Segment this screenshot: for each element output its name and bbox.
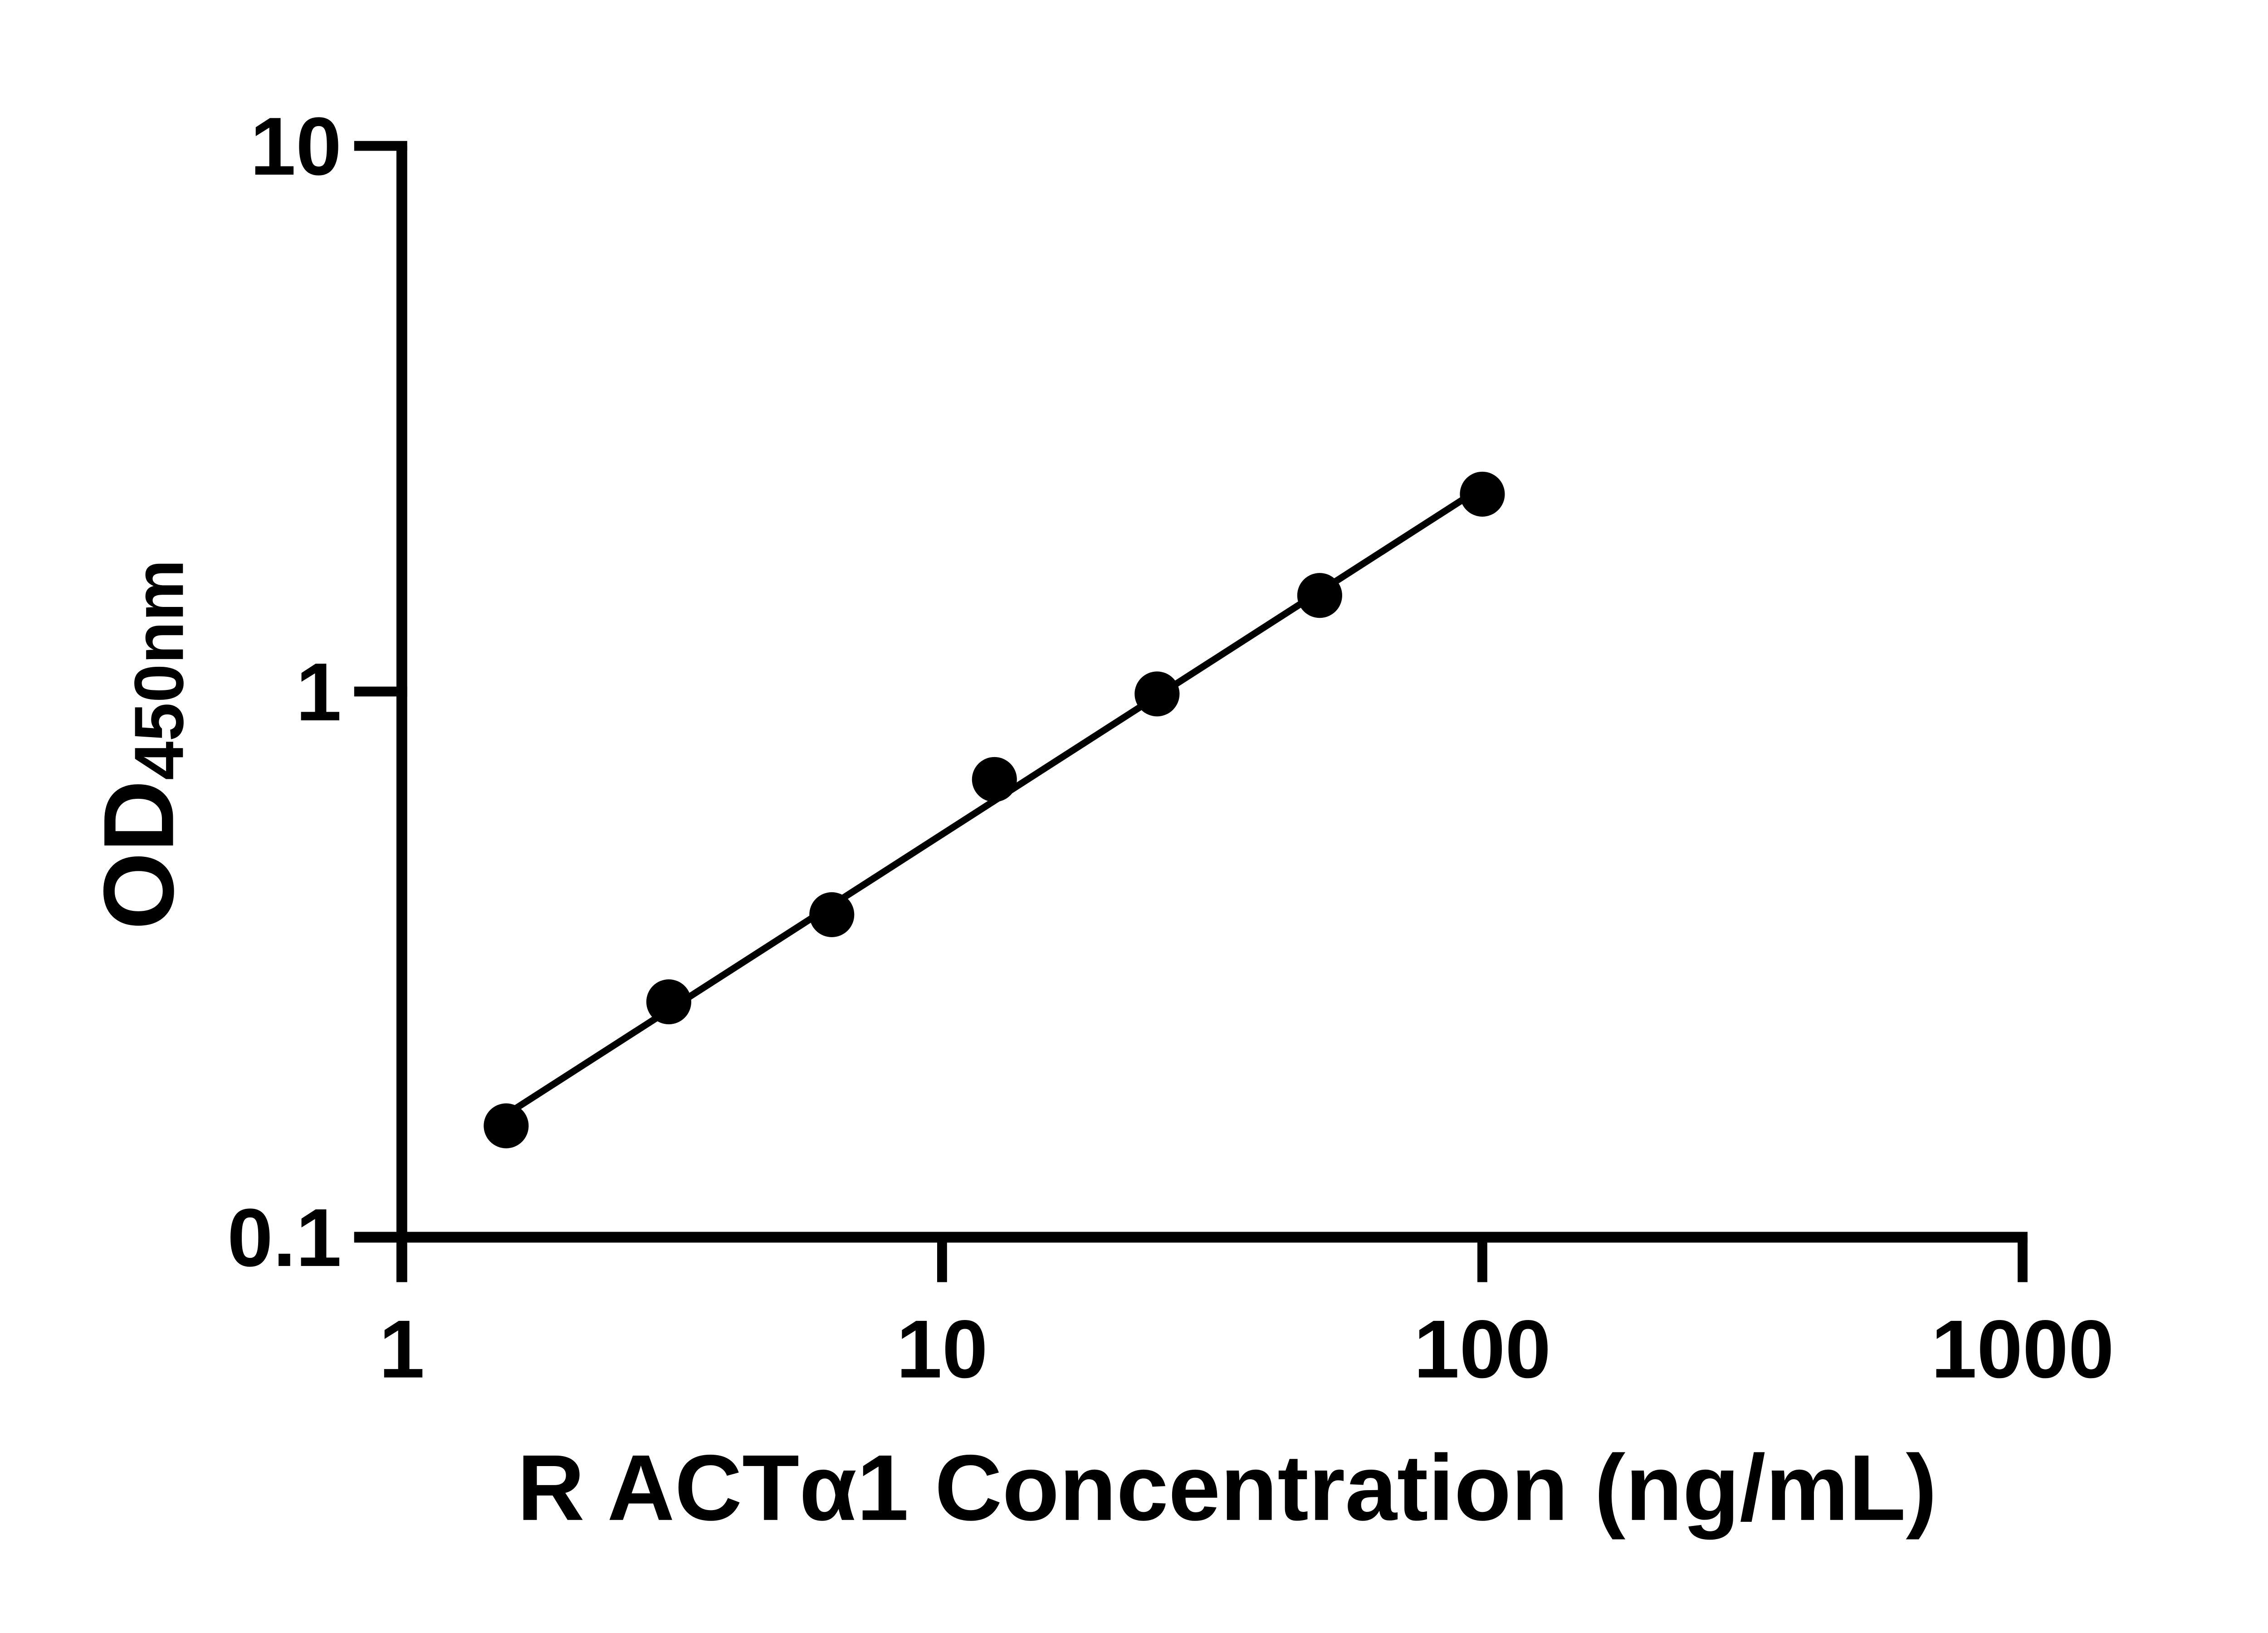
axes-layer (354, 146, 2028, 1282)
x-axis-title: R ACTα1 Concentration (ng/mL) (517, 1435, 1937, 1540)
data-point (972, 757, 1017, 802)
data-point (1134, 671, 1180, 717)
y-tick-label: 0.1 (227, 1192, 342, 1284)
data-point (646, 979, 691, 1025)
y-tick-label: 1 (296, 646, 342, 738)
data-point (1460, 471, 1505, 517)
y-tick-label: 10 (250, 101, 342, 192)
tick-labels-layer: 0.1 1 10 1 10 100 1000 (227, 101, 2114, 1395)
x-tick-label: 1 (379, 1304, 425, 1395)
x-tick-label: 100 (1414, 1304, 1551, 1395)
x-tick-label: 10 (896, 1304, 988, 1395)
y-axis-title: OD450nm (83, 559, 198, 930)
ticks-layer (354, 141, 2028, 1282)
data-point (1297, 573, 1342, 618)
series-layer (484, 471, 1505, 1149)
y-axis-title-subscript: 450nm (120, 559, 198, 780)
data-point (484, 1103, 529, 1149)
y-axis-title-main: OD (83, 780, 194, 930)
data-point (809, 892, 855, 938)
x-tick-label: 1000 (1931, 1304, 2114, 1395)
